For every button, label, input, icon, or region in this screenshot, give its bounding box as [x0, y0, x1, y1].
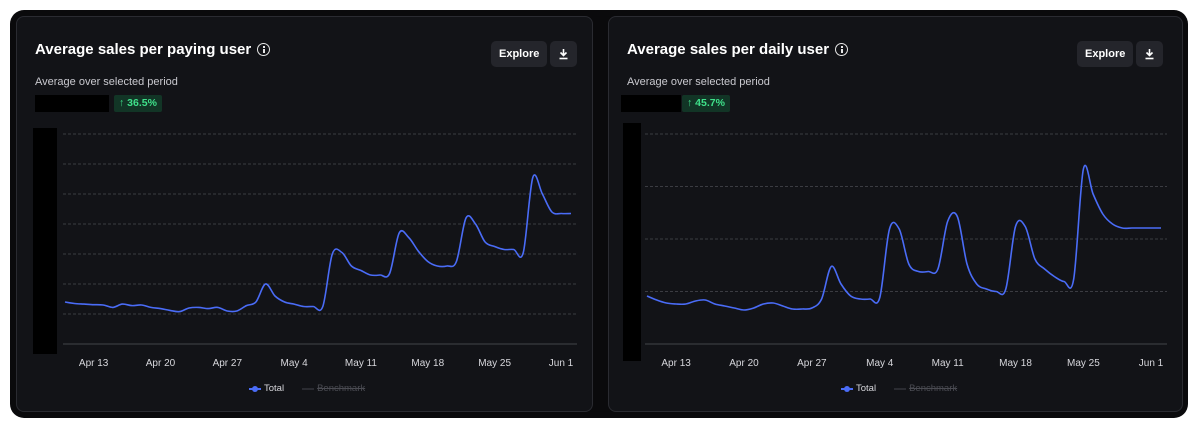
chart-grid — [63, 133, 577, 345]
explore-button[interactable]: Explore — [1077, 41, 1134, 67]
x-tick-label: Apr 13 — [661, 358, 691, 369]
x-axis-ticks: Apr 13 Apr 20 Apr 27 May 4 May 11 May 18 May 2… — [79, 358, 574, 369]
x-tick-label: May 11 — [345, 358, 377, 369]
series-total-line — [64, 174, 572, 313]
x-tick-label: May 4 — [866, 358, 894, 369]
x-tick-label: Apr 20 — [729, 358, 759, 369]
line-chart-daily-user: Apr 13 Apr 20 Apr 27 May 4 May 11 May 18 May 2… — [645, 133, 1167, 369]
x-tick-label: Jun 1 — [1139, 358, 1164, 369]
x-axis-ticks: Apr 13 Apr 20 Apr 27 May 4 May 11 May 18 May 2… — [661, 358, 1163, 369]
card-title: Average sales per daily user — [627, 41, 830, 58]
x-tick-label: May 25 — [1067, 358, 1100, 369]
x-tick-label: Apr 27 — [797, 358, 827, 369]
info-icon[interactable] — [257, 43, 271, 56]
x-tick-label: Jun 1 — [549, 358, 574, 369]
x-tick-label: May 11 — [932, 358, 964, 369]
download-button[interactable] — [1136, 41, 1163, 67]
x-tick-label: May 18 — [411, 358, 444, 369]
card-subtitle: Average over selected period — [627, 76, 770, 88]
x-tick-label: Apr 13 — [79, 358, 109, 369]
redacted-y-axis — [33, 128, 57, 354]
legend-item-benchmark[interactable]: Benchmark — [894, 383, 957, 394]
card-subtitle: Average over selected period — [35, 76, 178, 88]
download-icon — [1145, 49, 1154, 60]
download-icon — [559, 49, 568, 60]
legend-label-benchmark: Benchmark — [909, 383, 958, 394]
x-tick-label: Apr 20 — [146, 358, 176, 369]
explore-button[interactable]: Explore — [491, 41, 548, 67]
chart-grid — [645, 133, 1167, 345]
x-tick-label: May 4 — [281, 358, 309, 369]
chart-card-paying-user: Average sales per paying user Explore Av… — [16, 16, 593, 412]
change-badge: ↑ 36.5% — [114, 95, 162, 112]
legend-item-total[interactable]: Total — [249, 383, 284, 394]
title-row: Average sales per daily user — [627, 41, 849, 58]
x-tick-label: Apr 27 — [213, 358, 243, 369]
info-icon[interactable] — [835, 43, 849, 56]
chart-card-daily-user: Average sales per daily user Explore Ave… — [608, 16, 1183, 412]
x-tick-label: May 18 — [999, 358, 1032, 369]
legend-label-total: Total — [856, 383, 877, 394]
redacted-y-axis — [623, 123, 641, 361]
series-total-line — [646, 164, 1161, 311]
redacted-value — [621, 95, 681, 112]
legend-swatch-benchmark — [302, 387, 315, 390]
legend-item-benchmark[interactable]: Benchmark — [302, 383, 365, 394]
legend-swatch-total — [249, 385, 261, 392]
chart-legend: Total Benchmark — [841, 383, 957, 394]
download-button[interactable] — [550, 41, 577, 67]
chart-legend: Total Benchmark — [249, 383, 365, 394]
legend-item-total[interactable]: Total — [841, 383, 876, 394]
change-badge: ↑ 45.7% — [682, 95, 730, 112]
legend-label-benchmark: Benchmark — [317, 383, 366, 394]
line-chart-paying-user: Apr 13 Apr 20 Apr 27 May 4 May 11 May 18 May 2… — [63, 133, 577, 369]
legend-swatch-total — [841, 385, 853, 392]
redacted-value — [35, 95, 109, 112]
x-tick-label: May 25 — [478, 358, 511, 369]
card-title: Average sales per paying user — [35, 41, 252, 58]
dashboard-frame: Average sales per paying user Explore Av… — [10, 10, 1188, 418]
title-row: Average sales per paying user — [35, 41, 271, 58]
legend-label-total: Total — [264, 383, 285, 394]
legend-swatch-benchmark — [894, 387, 907, 390]
